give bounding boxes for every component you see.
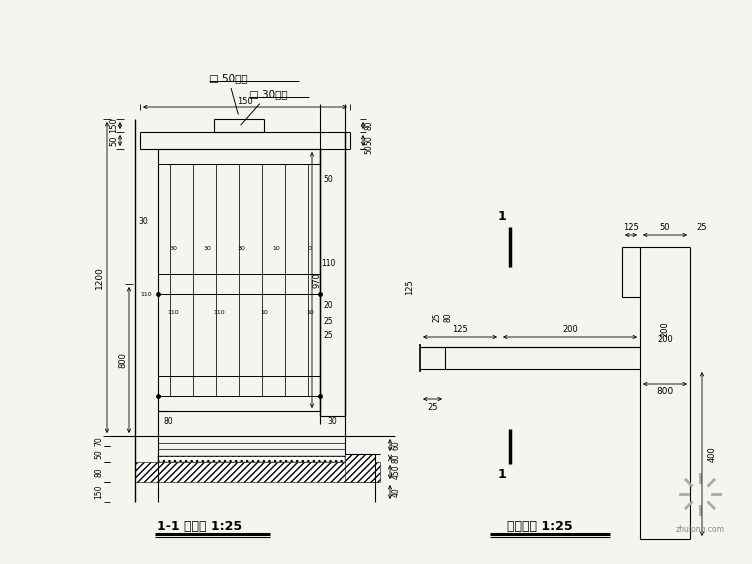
Text: 30: 30 xyxy=(138,217,148,226)
Text: 110: 110 xyxy=(321,259,335,268)
Text: 1-1 剖面图 1:25: 1-1 剖面图 1:25 xyxy=(157,519,243,532)
Text: 110: 110 xyxy=(167,310,179,315)
Text: 110: 110 xyxy=(140,292,152,297)
Text: 80: 80 xyxy=(163,416,173,425)
Text: 800: 800 xyxy=(119,352,128,368)
Text: 80: 80 xyxy=(95,467,104,477)
Text: 露台栏杆 1:25: 露台栏杆 1:25 xyxy=(507,519,573,532)
Text: 50: 50 xyxy=(110,135,119,146)
Text: 10: 10 xyxy=(306,310,314,315)
Text: 200: 200 xyxy=(657,334,673,343)
Text: 60: 60 xyxy=(392,440,401,450)
Text: 70: 70 xyxy=(95,436,104,446)
Text: 40: 40 xyxy=(392,487,401,497)
Text: 150: 150 xyxy=(95,484,104,499)
Text: 30: 30 xyxy=(328,416,338,425)
Text: zhulong.com: zhulong.com xyxy=(675,525,724,534)
Text: 0: 0 xyxy=(308,246,312,252)
Text: 125: 125 xyxy=(452,325,468,334)
Text: 50: 50 xyxy=(95,449,104,459)
Text: 150: 150 xyxy=(237,96,253,105)
Text: 200: 200 xyxy=(660,321,669,337)
Text: □ 30钢管: □ 30钢管 xyxy=(241,89,287,125)
Text: 800: 800 xyxy=(656,387,674,396)
Text: 25: 25 xyxy=(323,332,333,341)
Text: 1: 1 xyxy=(498,210,506,223)
Text: 30: 30 xyxy=(238,246,245,252)
Text: 125: 125 xyxy=(623,223,639,232)
Text: 25: 25 xyxy=(427,403,438,412)
Bar xyxy=(158,456,345,462)
Text: 80: 80 xyxy=(444,312,453,322)
Text: 1: 1 xyxy=(498,468,506,481)
Text: 30: 30 xyxy=(203,246,211,252)
Text: 20: 20 xyxy=(323,302,333,311)
Bar xyxy=(135,462,380,482)
Text: 1200: 1200 xyxy=(95,266,104,289)
Text: 50: 50 xyxy=(660,223,670,232)
Text: 80: 80 xyxy=(392,453,401,463)
Text: 450: 450 xyxy=(392,465,401,479)
Text: 400: 400 xyxy=(708,446,717,462)
Text: 25: 25 xyxy=(696,223,706,232)
Text: 125: 125 xyxy=(405,279,414,295)
Text: 50: 50 xyxy=(365,135,374,146)
Text: 110: 110 xyxy=(213,310,225,315)
Text: 150: 150 xyxy=(110,118,119,133)
Text: 10: 10 xyxy=(260,310,268,315)
Text: 25: 25 xyxy=(432,312,441,322)
Text: 50: 50 xyxy=(323,174,333,183)
Bar xyxy=(345,454,375,482)
Text: 200: 200 xyxy=(562,325,578,334)
Text: 970: 970 xyxy=(313,272,322,288)
Text: 50: 50 xyxy=(365,144,374,154)
Text: 10: 10 xyxy=(272,246,280,252)
Text: 25: 25 xyxy=(323,318,333,327)
Text: 80: 80 xyxy=(365,121,374,130)
Text: 30: 30 xyxy=(169,246,177,252)
Text: □ 50钢管: □ 50钢管 xyxy=(209,73,247,114)
